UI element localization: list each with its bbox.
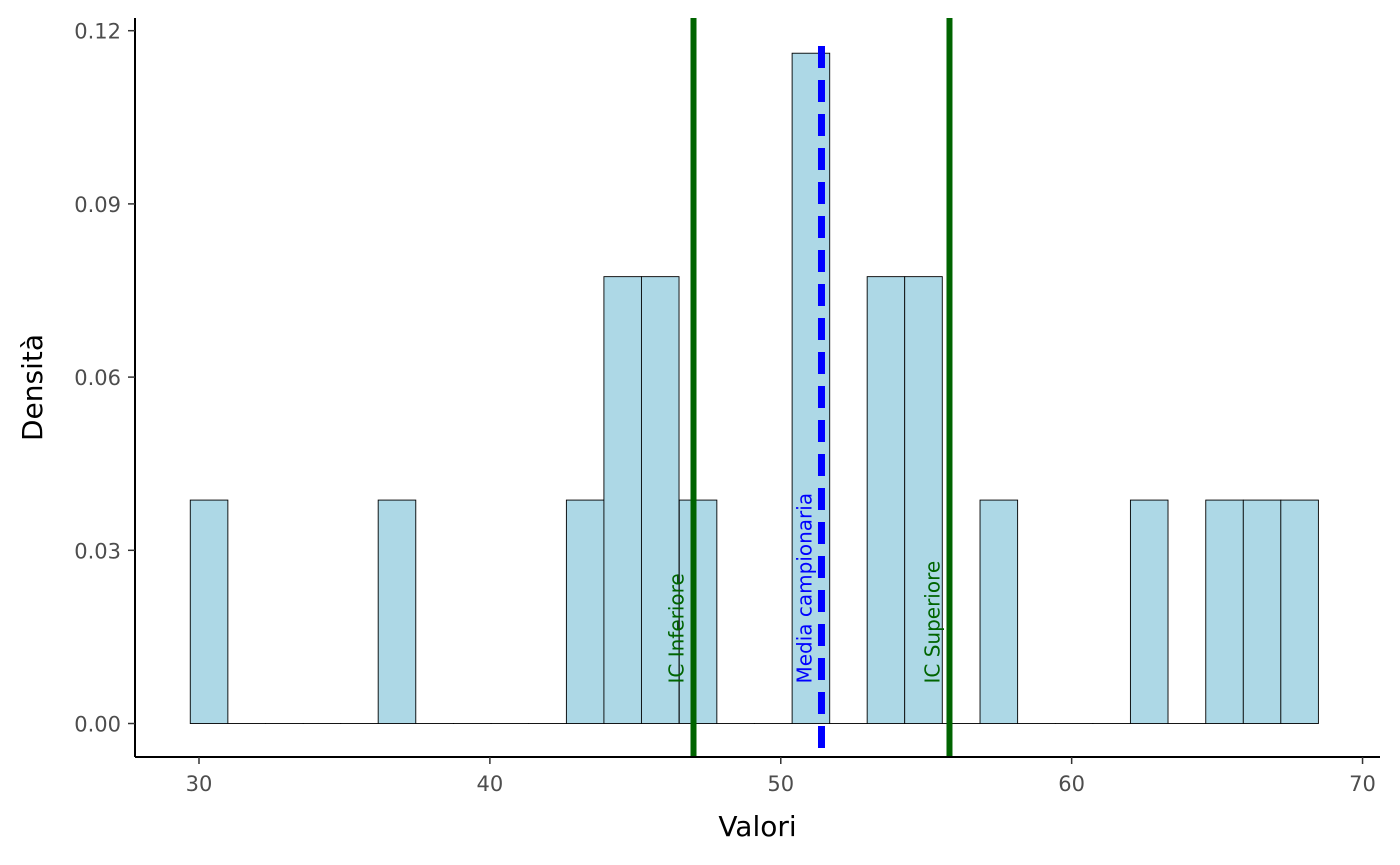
histogram-bar-27 <box>1205 499 1244 724</box>
y-tick-label-4: 0.12 <box>74 20 121 44</box>
histogram-bar-18 <box>866 276 906 724</box>
histogram-bar-25 <box>1129 499 1169 724</box>
vline-label-2: IC Superiore <box>920 561 944 684</box>
histogram-bar-0 <box>189 499 229 724</box>
annotations-group: IC Inferiore Media campionaria IC Superior… <box>665 493 945 684</box>
y-tick-label-3: 0.09 <box>74 193 121 217</box>
y-tick-label-2: 0.06 <box>74 366 121 390</box>
vline-label-0: IC Inferiore <box>665 573 689 683</box>
x-tick-label-0: 30 <box>186 772 213 796</box>
histogram-bar-28 <box>1242 499 1282 724</box>
y-tick-label-1: 0.03 <box>74 539 121 563</box>
histogram-bar-12 <box>640 276 680 724</box>
x-tick-label-2: 50 <box>767 772 794 796</box>
y-axis-ticks: 0.00 0.03 0.06 0.09 0.12 <box>74 20 135 737</box>
histogram-bar-10 <box>565 499 605 724</box>
bars-group <box>189 52 1319 724</box>
y-axis-title: Densità <box>16 334 49 441</box>
x-tick-label-4: 70 <box>1349 772 1376 796</box>
x-axis-title: Valori <box>718 810 796 843</box>
histogram-bar-19 <box>904 276 943 724</box>
histogram-bar-29 <box>1280 499 1319 724</box>
histogram-bar-21 <box>979 499 1019 724</box>
y-tick-label-0: 0.00 <box>74 713 121 737</box>
histogram-bar-13 <box>678 499 718 724</box>
vline-label-1: Media campionaria <box>792 493 816 684</box>
histogram-bar-11 <box>603 276 642 724</box>
x-tick-label-3: 60 <box>1058 772 1085 796</box>
x-tick-label-1: 40 <box>477 772 504 796</box>
reference-lines-group <box>690 18 953 757</box>
x-axis-ticks: 30 40 50 60 70 <box>186 757 1376 796</box>
histogram-bar-5 <box>377 499 417 724</box>
